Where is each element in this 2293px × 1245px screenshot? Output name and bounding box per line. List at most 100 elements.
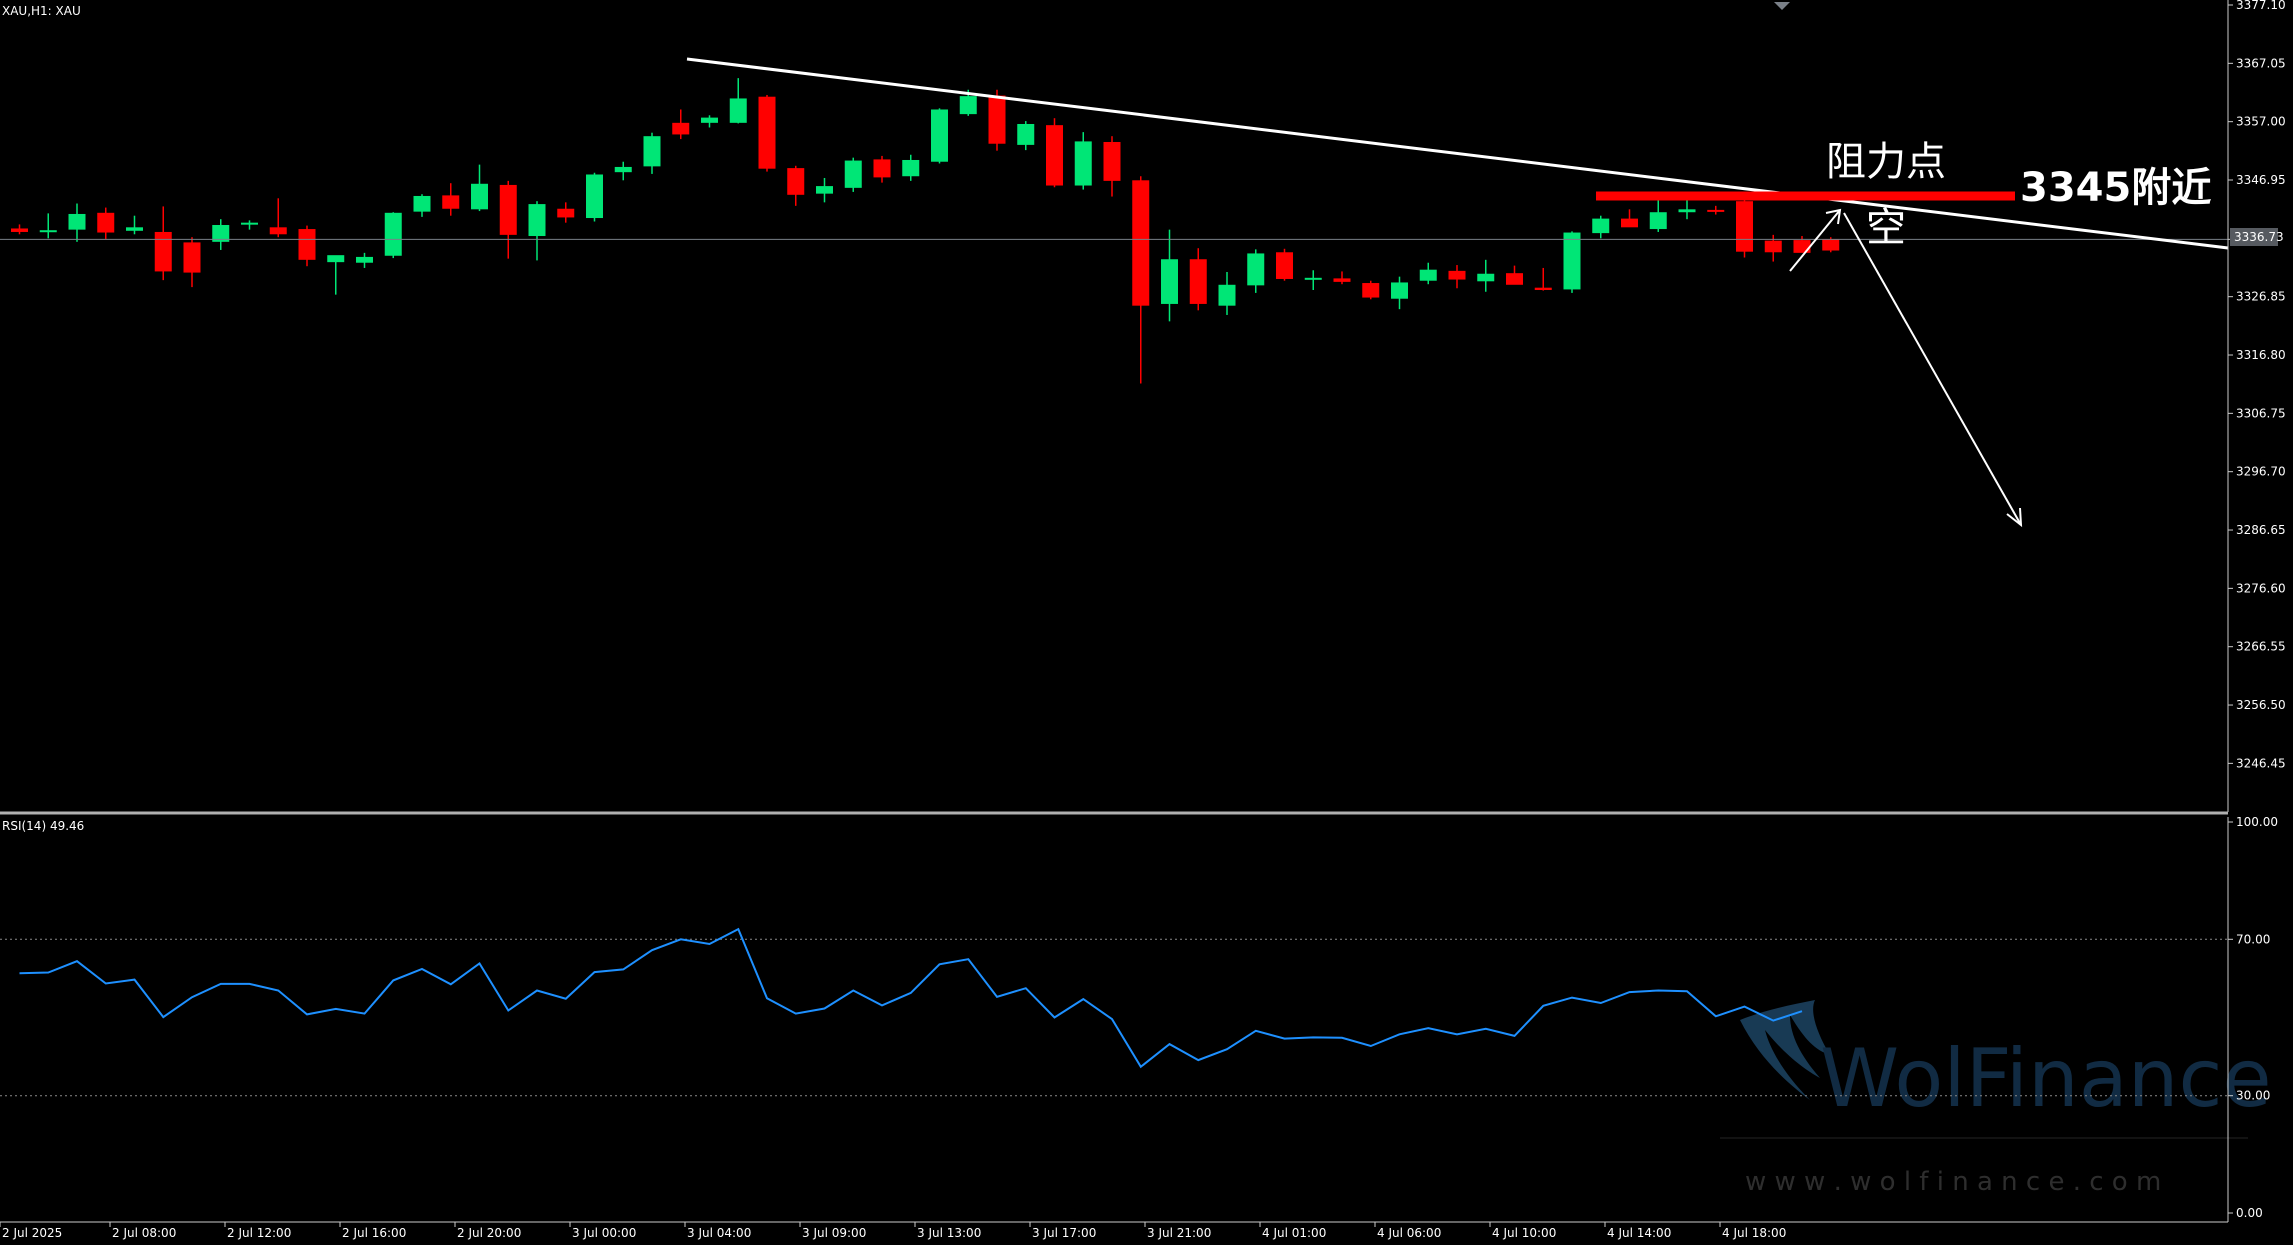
price-axis-label: 3296.70: [2236, 465, 2286, 479]
candle: [586, 172, 603, 222]
rsi-axis-label: 0.00: [2236, 1206, 2263, 1220]
candle: [1592, 215, 1610, 239]
candle: [931, 108, 948, 164]
rsi-axis-label: 70.00: [2236, 932, 2270, 946]
candle: [1707, 205, 1725, 215]
arrow-down: [1843, 212, 2023, 528]
candle: [643, 132, 661, 174]
candle-body: [701, 117, 718, 123]
price-axis-label: 3246.45: [2236, 756, 2286, 770]
candle-body: [212, 224, 230, 242]
price-axis-label: 3346.95: [2236, 173, 2286, 187]
candle-body: [1391, 282, 1408, 299]
candle-body: [327, 255, 345, 263]
candle-body: [1161, 259, 1178, 304]
chart-shift-marker-icon: [1774, 2, 1790, 10]
time-axis-label: 4 Jul 14:00: [1607, 1226, 1671, 1240]
candle-body: [356, 256, 373, 263]
candle-body: [729, 98, 747, 123]
candle: [729, 78, 747, 124]
candle-body: [183, 242, 201, 273]
price-axis-label: 3276.60: [2236, 581, 2286, 595]
rsi-axis-label: 30.00: [2236, 1089, 2270, 1103]
candle: [1103, 136, 1121, 197]
candle-body: [1304, 277, 1322, 280]
time-axis-label: 2 Jul 08:00: [112, 1226, 176, 1240]
candle-body: [1822, 239, 1840, 251]
candle: [614, 161, 632, 181]
candle: [1448, 265, 1466, 289]
time-axis-label: 3 Jul 09:00: [802, 1226, 866, 1240]
time-axis-label: 3 Jul 04:00: [687, 1226, 751, 1240]
candle: [1477, 259, 1495, 292]
candle-body: [1103, 141, 1121, 181]
candle-body: [1189, 259, 1207, 304]
candle: [183, 237, 201, 288]
candle-body: [557, 208, 575, 218]
candle-body: [1247, 253, 1265, 286]
watermark-brand: WolFinance: [1820, 1032, 2272, 1125]
candle-body: [126, 227, 143, 231]
time-axis-label: 4 Jul 01:00: [1262, 1226, 1326, 1240]
candle-body: [844, 160, 862, 188]
candle-body: [1276, 252, 1293, 279]
candle-body: [1132, 180, 1150, 306]
candle-body: [1563, 232, 1581, 290]
candle: [499, 180, 517, 259]
time-axis-label: 2 Jul 16:00: [342, 1226, 406, 1240]
candle-body: [1477, 273, 1495, 282]
candle: [1247, 249, 1265, 293]
candle: [241, 220, 258, 230]
candle: [68, 203, 86, 242]
time-axis-label: 2 Jul 12:00: [227, 1226, 291, 1240]
candle: [1189, 248, 1207, 311]
candle-body: [241, 222, 258, 225]
candle-body: [68, 213, 86, 230]
candle-body: [97, 212, 115, 233]
candle-body: [1764, 240, 1782, 253]
candle-body: [1448, 270, 1466, 280]
time-axis-label: 4 Jul 10:00: [1492, 1226, 1556, 1240]
candle: [212, 219, 230, 250]
annotation-level: 3345附近: [2020, 165, 2211, 211]
candle-body: [787, 168, 805, 195]
price-axis-label: 3266.55: [2236, 640, 2286, 654]
candle: [471, 164, 488, 212]
candle: [39, 213, 57, 239]
price-axis-label: 3367.05: [2236, 56, 2286, 70]
candle-body: [1736, 201, 1753, 252]
candle-body: [1707, 209, 1725, 212]
candle: [1074, 132, 1092, 190]
candle: [154, 206, 172, 281]
candle-body: [471, 183, 488, 210]
candle: [701, 115, 718, 128]
candle-body: [1017, 123, 1035, 145]
candle-body: [672, 122, 690, 135]
candle: [1046, 118, 1063, 188]
candle-body: [1074, 141, 1092, 186]
candle: [1563, 231, 1581, 293]
price-axis-label: 3256.50: [2236, 698, 2286, 712]
candle-body: [442, 195, 460, 209]
candle-body: [931, 109, 948, 162]
candle: [758, 94, 776, 172]
candle: [11, 224, 28, 235]
time-axis-label: 2 Jul 20:00: [457, 1226, 521, 1240]
candle: [672, 109, 690, 140]
candles-group: [11, 78, 1840, 384]
candle: [1276, 248, 1293, 281]
candle-body: [154, 231, 172, 272]
candle: [1132, 176, 1150, 384]
candle-body: [1046, 125, 1063, 186]
candle: [442, 183, 460, 216]
candle: [1506, 265, 1523, 285]
candle-body: [816, 186, 833, 194]
annotation-short: 空: [1866, 205, 1906, 251]
candle: [1391, 276, 1408, 310]
candle-body: [269, 227, 287, 235]
rsi-axis-label: 100.00: [2236, 815, 2278, 829]
candle: [1419, 262, 1437, 285]
candle-body: [1678, 209, 1696, 213]
time-axis-label: 2 Jul 2025: [2, 1226, 62, 1240]
